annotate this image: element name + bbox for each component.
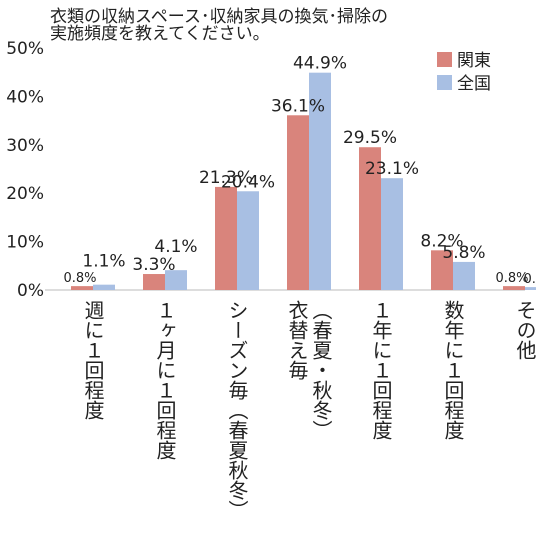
data-label: 8.2%	[420, 231, 463, 251]
bar-zenkoku	[381, 178, 403, 290]
category-label: 週に１回程度	[81, 300, 105, 420]
y-tick-label: 10%	[6, 233, 44, 253]
category-label: （春夏・秋冬）	[309, 300, 333, 440]
data-label: 29.5%	[343, 128, 397, 148]
category-label: １ヶ月に１回程度	[153, 300, 177, 460]
bar-zenkoku	[309, 72, 331, 291]
data-label: 0.8%	[63, 271, 96, 286]
data-label: 5.8%	[442, 243, 485, 263]
category-label: 数年に１回程度	[441, 300, 465, 440]
data-label: 0.8%	[495, 271, 528, 286]
chart-title-line: 実施頻度を教えてください。	[50, 24, 270, 44]
data-label: 20.4%	[221, 172, 275, 192]
bar-kanto	[143, 274, 165, 290]
category-label: １年に１回程度	[369, 300, 393, 440]
data-label: 44.9%	[293, 54, 347, 74]
legend-label: 全国	[457, 74, 491, 94]
data-labels: 0.8%1.1% 3.3%4.1%21.3%20.4%36.1%44.9%29.5…	[63, 54, 536, 287]
bar-kanto	[431, 250, 453, 290]
data-label: 3.3%	[132, 255, 175, 275]
bar-kanto	[503, 286, 525, 290]
data-label: 23.1%	[365, 159, 419, 179]
bar-zenkoku	[453, 261, 475, 290]
data-label: 4.1%	[154, 237, 197, 257]
bar-kanto	[359, 147, 381, 290]
y-tick-label: 50%	[6, 39, 44, 59]
bar-zenkoku	[525, 287, 536, 290]
y-tick-label: 0%	[17, 281, 44, 301]
category-label: シーズン毎（春夏秋冬）	[225, 300, 249, 520]
bar-kanto	[287, 115, 309, 290]
bar-kanto	[215, 186, 237, 290]
y-tick-label: 20%	[6, 184, 44, 204]
bars	[71, 72, 536, 291]
bar-zenkoku	[237, 191, 259, 290]
data-label: 36.1%	[271, 96, 325, 116]
data-label: 21.3%	[199, 168, 253, 188]
legend-swatch	[437, 75, 452, 90]
y-axis-ticks: 0% 10% 20% 30% 40% 50%	[6, 39, 44, 301]
category-label: 衣替え毎	[285, 300, 309, 381]
legend-label: 関東	[457, 51, 491, 71]
y-tick-label: 40%	[6, 87, 44, 107]
y-tick-label: 30%	[6, 136, 44, 156]
bar-kanto	[71, 286, 93, 290]
bar-zenkoku	[165, 270, 187, 290]
data-label: 1.1%	[82, 252, 125, 272]
chart-title-line: 衣類の収納スペース･収納家具の換気･掃除の	[50, 7, 388, 27]
category-label: その他	[513, 300, 536, 360]
category-labels: 週に１回程度 １ヶ月に１回程度 シーズン毎（春夏秋冬） 衣替え毎 （春夏・秋冬） １年に１…	[81, 300, 536, 520]
data-label: 0.6%	[523, 272, 536, 287]
legend-swatch	[437, 52, 452, 67]
bar-zenkoku	[93, 284, 115, 290]
